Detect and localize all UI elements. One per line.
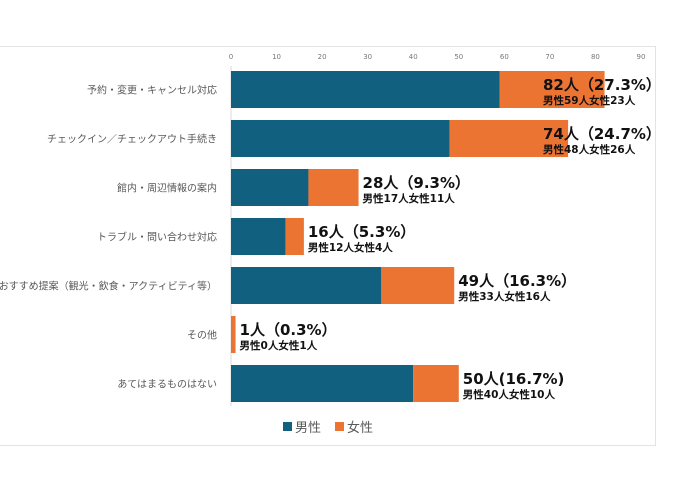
legend-label: 男性 bbox=[295, 421, 321, 436]
x-tick-label: 60 bbox=[500, 53, 509, 61]
x-tick-label: 50 bbox=[454, 53, 463, 61]
bar-segment-female bbox=[449, 120, 569, 157]
category-label: あてはまるものはない bbox=[117, 379, 217, 391]
x-tick-label: 40 bbox=[409, 53, 418, 61]
category-label: トラブル・問い合わせ対応 bbox=[97, 231, 217, 244]
x-tick-label: 80 bbox=[591, 53, 600, 61]
bar-segment-male bbox=[231, 120, 450, 157]
data-label-total: 49人（16.3%） bbox=[458, 272, 576, 290]
x-tick-label: 20 bbox=[318, 53, 327, 61]
data-label-total: 1人（0.3%） bbox=[240, 321, 337, 339]
category-label: チェックイン／チェックアウト手続き bbox=[47, 133, 217, 146]
data-label-breakdown: 男性33人女性16人 bbox=[458, 290, 551, 303]
legend-label: 女性 bbox=[347, 420, 373, 436]
legend-swatch bbox=[283, 422, 292, 431]
x-tick-label: 90 bbox=[637, 53, 646, 61]
legend-swatch bbox=[335, 422, 344, 431]
data-label-total: 50人(16.7%) bbox=[463, 370, 565, 388]
data-label-breakdown: 男性59人女性23人 bbox=[543, 94, 636, 107]
data-label-breakdown: 男性48人女性26人 bbox=[543, 143, 636, 156]
bar-segment-female bbox=[285, 218, 304, 255]
data-label-total: 28人（9.3%） bbox=[363, 174, 470, 192]
data-label-total: 82人（27.3%） bbox=[543, 76, 661, 94]
category-label: おすすめ提案（観光・飲食・アクティビティ等） bbox=[0, 280, 217, 293]
data-label-breakdown: 男性17人女性11人 bbox=[363, 192, 456, 205]
data-label-total: 16人（5.3%） bbox=[308, 223, 415, 241]
data-label-breakdown: 男性40人女性10人 bbox=[463, 388, 556, 401]
x-tick-label: 30 bbox=[363, 53, 372, 61]
x-tick-label: 70 bbox=[545, 53, 554, 61]
bar-segment-female bbox=[413, 365, 459, 402]
data-label-breakdown: 男性12人女性4人 bbox=[308, 241, 393, 254]
bar-segment-female bbox=[381, 267, 455, 304]
bar-segment-female bbox=[499, 71, 605, 108]
category-label: 館内・周辺情報の案内 bbox=[117, 182, 217, 195]
category-label: その他 bbox=[187, 329, 217, 342]
bar-segment-female bbox=[231, 316, 236, 353]
bar-segment-male bbox=[231, 218, 286, 255]
x-tick-label: 10 bbox=[272, 53, 281, 61]
bar-segment-male bbox=[231, 169, 309, 206]
data-label-total: 74人（24.7%） bbox=[543, 125, 661, 143]
bar-segment-male bbox=[231, 365, 414, 402]
bar-segment-male bbox=[231, 267, 382, 304]
bar-segment-male bbox=[231, 71, 500, 108]
category-label: 予約・変更・キャンセル対応 bbox=[87, 84, 217, 97]
data-label-breakdown: 男性0人女性1人 bbox=[240, 339, 318, 352]
bar-segment-female bbox=[308, 169, 359, 206]
x-tick-label: 0 bbox=[229, 53, 233, 61]
